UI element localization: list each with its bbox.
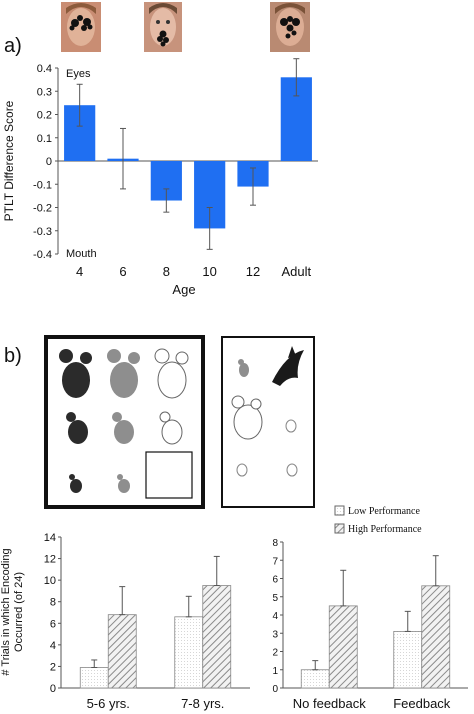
chart-b1-y-tick: 6 (50, 618, 56, 630)
chart-b2-y-tick: 5 (272, 593, 278, 604)
chart-b2-x-tick: No feedback (293, 696, 366, 711)
chart-b2-x-tick: Feedback (393, 696, 451, 711)
mouse-large-white (154, 348, 189, 399)
panel-a-x-tick: 12 (246, 264, 260, 279)
panel-a-y-tick: -0.2 (33, 203, 52, 215)
chart-b2-y-tick: 8 (272, 538, 278, 549)
panel-a-y-tick: 0.1 (37, 133, 52, 145)
chart-b1-y-tick: 10 (44, 575, 56, 587)
legend-low-label: Low Performance (348, 506, 420, 517)
mouse-medium-white (159, 411, 183, 445)
chart-b2-bars (300, 555, 451, 689)
mouse-small-black (69, 474, 82, 493)
panel-a-y-tick: -0.4 (33, 249, 52, 261)
legend-high-label: High Performance (348, 524, 422, 535)
chart-b2-y-tick: 6 (272, 575, 278, 586)
chart-b1-x-tick: 7-8 yrs. (181, 696, 224, 711)
panel-b-y-label-line1: # Trials in which Encoding (0, 548, 12, 675)
chart-b2-y-tick: 3 (272, 629, 278, 640)
chart-b1-bars (79, 555, 232, 689)
panel-a-y-tick: 0.2 (37, 110, 52, 122)
chart-b1-y-tick: 14 (44, 532, 56, 544)
panel-a-y-tick: 0.4 (37, 63, 52, 75)
chart-b1-bar-high (202, 585, 232, 689)
mouth-label: Mouth (66, 248, 97, 260)
panel-a-y-tick: -0.3 (33, 226, 52, 238)
panel-a-y-ticks: 0.4 0.3 0.2 0.1 0 -0.1 -0.2 -0.3 -0.4 (33, 63, 58, 261)
panel-b-label: b) (4, 345, 22, 367)
chart-b2-y-tick: 1 (272, 666, 278, 677)
panel-a-label: a) (4, 35, 22, 57)
mouse-option-small-white-3 (286, 463, 298, 477)
mouse-small-gray (117, 474, 130, 493)
chart-b2-bar-low (393, 631, 423, 689)
chart-b2-bar-low (300, 669, 330, 689)
eyes-label: Eyes (66, 68, 91, 80)
fish-option-black (272, 346, 304, 386)
panel-a-y-tick: -0.1 (33, 179, 52, 191)
chart-b2-y-ticks: 8 7 6 5 4 3 2 1 0 (272, 538, 283, 695)
panel-a-bars (64, 58, 312, 250)
panel-a-x-tick: 6 (119, 264, 126, 279)
chart-b2-y-tick: 0 (272, 684, 278, 695)
mouse-option-small-white-1 (285, 419, 297, 433)
legend: Low Performance High Performance (334, 505, 422, 535)
mouse-option-small-gray (238, 359, 249, 377)
mouse-medium-gray (112, 412, 134, 444)
mouse-medium-black (66, 412, 88, 444)
chart-b2-y-tick: 7 (272, 556, 278, 567)
legend-swatch-high (334, 523, 345, 534)
chart-b1-y-tick: 4 (50, 640, 56, 652)
chart-b1-y-tick: 0 (50, 683, 56, 695)
panel-a-y-label: PTLT Difference Score (2, 100, 16, 221)
mouse-option-small-white-2 (236, 463, 248, 477)
chart-b2-y-tick: 2 (272, 648, 278, 659)
chart-b2-bar-high (328, 605, 358, 689)
legend-swatch-low (334, 505, 345, 516)
chart-b1-y-tick: 2 (50, 661, 56, 673)
chart-b1-bar-high (107, 614, 137, 689)
face-thumbnail-4 (61, 2, 101, 52)
face-thumbnail-adult (270, 2, 310, 52)
panel-a-x-tick: Adult (282, 264, 312, 279)
panel-a-y-tick: 0.3 (37, 86, 52, 98)
panel-a-x-tick: 4 (76, 264, 83, 279)
chart-b1-y-ticks: 14 12 10 8 6 4 2 0 (44, 532, 61, 695)
chart-b2-x-ticks: No feedback Feedback (293, 696, 451, 711)
chart-b1-y-tick: 12 (44, 554, 56, 566)
mouse-option-large-white (231, 395, 263, 440)
face-thumbnail-mid (144, 2, 182, 52)
chart-b2-y-tick: 4 (272, 611, 278, 622)
chart-b1-x-ticks: 5-6 yrs. 7-8 yrs. (87, 696, 225, 711)
chart-b2-bar-high (421, 585, 451, 689)
chart-b1-x-tick: 5-6 yrs. (87, 696, 130, 711)
panel-a-x-tick: 10 (202, 264, 216, 279)
panel-b-y-label-line2: Occurred (of 24) (13, 572, 25, 652)
empty-answer-cell (145, 451, 193, 499)
panel-a-x-ticks: 4 6 8 10 12 Adult (76, 264, 311, 279)
chart-b1-bar-low (79, 667, 109, 689)
mouse-large-black (59, 349, 92, 398)
chart-b1-y-tick: 8 (50, 597, 56, 609)
mouse-large-gray (107, 349, 140, 398)
panel-a-y-tick: 0 (46, 156, 52, 168)
panel-a-x-label: Age (172, 282, 195, 297)
chart-b1-bar-low (174, 616, 204, 689)
panel-a-x-tick: 8 (163, 264, 170, 279)
